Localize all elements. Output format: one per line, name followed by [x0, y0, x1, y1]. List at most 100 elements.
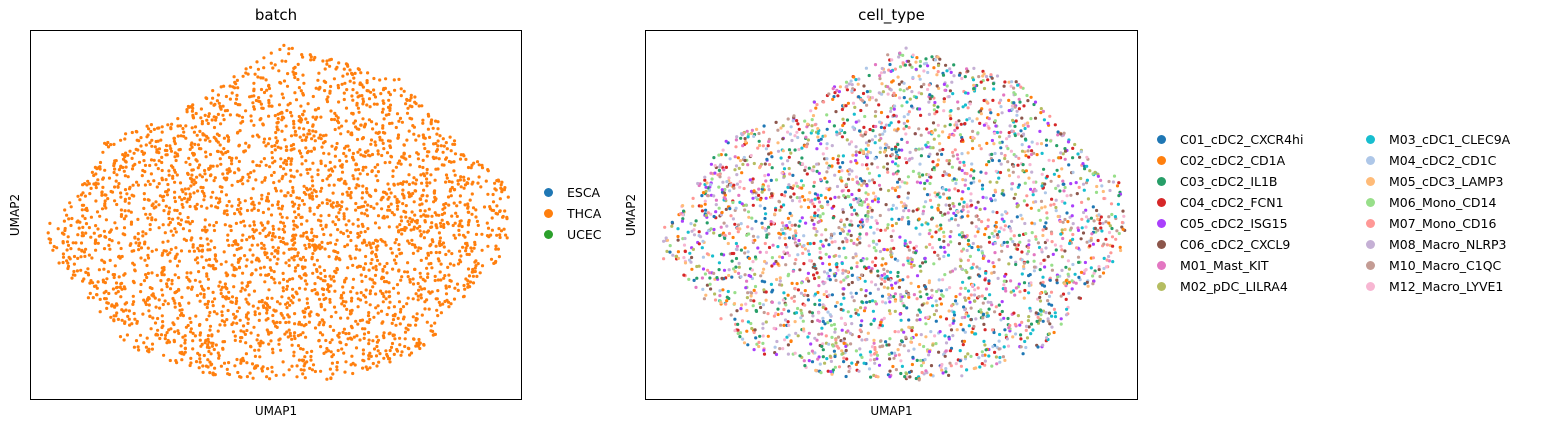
scatter-point [416, 281, 420, 286]
scatter-point [190, 109, 194, 113]
scatter-point [266, 317, 270, 321]
scatter-point [244, 352, 248, 356]
scatter-point [446, 265, 450, 269]
scatter-point [464, 249, 468, 253]
scatter-point [337, 335, 341, 339]
scatter-point [340, 302, 344, 306]
scatter-point [708, 271, 712, 275]
scatter-point [749, 189, 754, 193]
scatter-point [238, 375, 242, 379]
scatter-point [169, 247, 173, 251]
scatter-point [466, 202, 470, 206]
scatter-point [263, 280, 267, 284]
scatter-point [179, 134, 183, 138]
scatter-point [75, 269, 79, 273]
scatter-point [1022, 261, 1026, 265]
scatter-point [387, 281, 391, 285]
scatter-point [315, 291, 319, 295]
scatter-point [949, 230, 953, 234]
scatter-point [412, 132, 416, 136]
scatter-point [388, 357, 392, 361]
scatter-point [319, 271, 323, 275]
scatter-point [480, 163, 484, 167]
scatter-point [230, 295, 235, 299]
scatter-point [170, 278, 174, 283]
scatter-point [921, 209, 925, 213]
scatter-point [233, 334, 237, 338]
scatter-point [195, 256, 199, 260]
scatter-point [252, 107, 256, 111]
scatter-point [221, 346, 225, 350]
scatter-point [751, 203, 755, 207]
scatter-point [336, 228, 340, 232]
scatter-point [429, 324, 433, 328]
scatter-point [431, 126, 435, 130]
scatter-point [915, 313, 920, 317]
scatter-point [860, 355, 864, 359]
scatter-point [304, 159, 308, 163]
scatter-point [199, 236, 203, 240]
scatter-point [926, 296, 931, 300]
scatter-point [969, 181, 973, 185]
scatter-point [296, 344, 301, 348]
scatter-point [840, 349, 844, 353]
scatter-point [261, 122, 265, 126]
scatter-point [877, 363, 882, 367]
scatter-point [459, 175, 463, 179]
scatter-point [411, 124, 415, 128]
scatter-point [233, 364, 237, 368]
scatter-point [854, 159, 858, 163]
scatter-point [1067, 267, 1071, 271]
scatter-point [741, 144, 745, 148]
scatter-point [362, 293, 366, 297]
scatter-point [965, 172, 969, 176]
scatter-point [928, 181, 932, 186]
scatter-point [282, 167, 286, 171]
scatter-point [418, 203, 422, 207]
scatter-point [240, 115, 245, 119]
scatter-point [250, 260, 254, 264]
scatter-point [258, 231, 262, 235]
scatter-point [239, 359, 243, 363]
scatter-point [115, 202, 119, 207]
scatter-point [353, 256, 357, 260]
scatter-point [1040, 151, 1044, 155]
scatter-point [769, 178, 773, 182]
scatter-point [871, 239, 875, 243]
scatter-point [87, 182, 91, 186]
scatter-point [254, 178, 258, 182]
scatter-point [305, 350, 309, 355]
scatter-point [776, 141, 780, 145]
scatter-point [373, 140, 377, 144]
scatter-point [802, 243, 806, 248]
scatter-point [837, 169, 841, 174]
scatter-point [222, 84, 226, 88]
scatter-point [57, 261, 61, 265]
scatter-point [394, 261, 398, 265]
scatter-point [351, 174, 355, 178]
scatter-point [971, 78, 976, 82]
scatter-point [103, 297, 107, 301]
scatter-point [948, 323, 952, 327]
scatter-point [972, 83, 976, 87]
scatter-point [79, 255, 83, 259]
scatter-point [400, 232, 404, 236]
scatter-point [929, 330, 933, 334]
scatter-point [442, 276, 446, 280]
scatter-point [425, 181, 429, 185]
scatter-point [462, 186, 466, 190]
scatter-point [190, 126, 194, 130]
scatter-point [993, 241, 997, 245]
scatter-point [209, 239, 213, 243]
scatter-point [315, 194, 319, 198]
scatter-point [1071, 232, 1075, 237]
scatter-point [169, 327, 173, 331]
scatter-point [1013, 92, 1017, 96]
scatter-point [919, 269, 923, 273]
scatter-point [468, 198, 472, 202]
scatter-point [89, 235, 93, 239]
scatter-point [1002, 219, 1006, 223]
scatter-point [320, 287, 324, 291]
scatter-point [137, 248, 141, 252]
scatter-point [358, 248, 362, 252]
